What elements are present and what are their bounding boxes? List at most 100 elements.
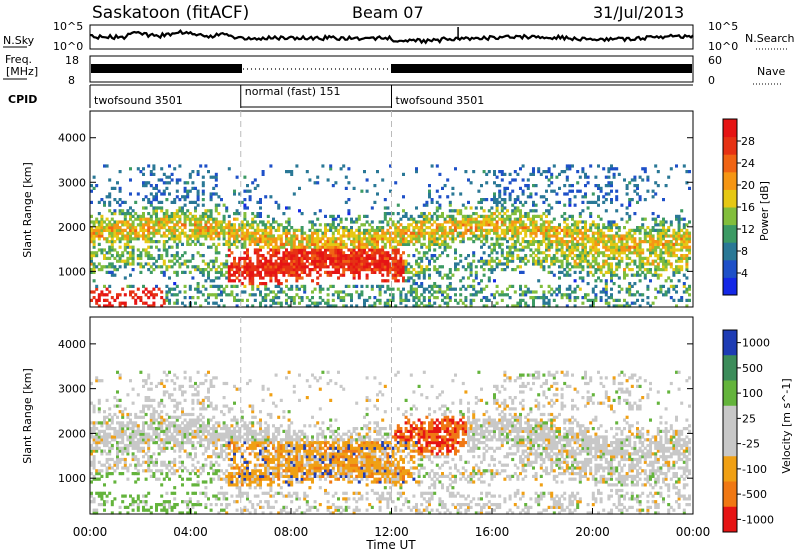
power-cell — [399, 296, 403, 300]
power-cell — [568, 284, 572, 288]
power-cell — [417, 240, 421, 244]
power-cell — [175, 259, 179, 263]
power-cell — [110, 254, 114, 258]
power-cell — [404, 242, 408, 246]
power-cell — [625, 206, 629, 210]
power-cell — [607, 248, 611, 252]
power-cell — [625, 234, 629, 238]
power-cell — [402, 262, 405, 266]
power-cell — [487, 170, 491, 174]
power-cell — [633, 262, 637, 266]
power-cell — [493, 192, 496, 196]
power-cell — [259, 198, 262, 202]
power-cell — [246, 189, 249, 193]
velocity-cell — [149, 424, 153, 428]
power-cell — [227, 276, 231, 280]
power-cell — [428, 259, 431, 263]
velocity-cell — [103, 508, 106, 512]
power-cell — [204, 212, 208, 216]
velocity-cell — [129, 432, 132, 436]
power-cell — [430, 304, 434, 308]
power-cell — [157, 248, 161, 252]
power-cell — [118, 293, 122, 297]
power-cell — [404, 279, 408, 283]
power-cell — [355, 284, 359, 288]
power-cell — [438, 228, 442, 232]
velocity-cell — [126, 421, 130, 425]
power-cell — [243, 284, 247, 288]
power-cell — [337, 254, 340, 258]
power-cell — [295, 273, 299, 277]
power-cell — [503, 231, 507, 235]
power-cell — [607, 223, 611, 227]
power-cell — [620, 251, 624, 255]
velocity-cell — [118, 435, 122, 439]
power-cell — [610, 184, 613, 188]
power-cell — [326, 242, 330, 246]
power-cell — [272, 265, 275, 269]
power-cell — [100, 198, 104, 202]
power-cell — [227, 254, 231, 258]
power-cell — [217, 223, 221, 227]
power-cell — [329, 248, 333, 252]
power-cell — [300, 296, 304, 300]
power-cell — [654, 220, 658, 224]
power-cell — [347, 167, 351, 171]
power-cell — [555, 192, 559, 196]
power-cell — [490, 268, 494, 272]
velocity-cell — [147, 432, 151, 436]
power-cell — [321, 242, 325, 246]
power-cell — [688, 245, 691, 249]
power-cell — [233, 189, 236, 193]
power-cell — [383, 242, 387, 246]
power-cell — [610, 189, 613, 193]
power-cell — [542, 268, 546, 272]
power-cell — [321, 245, 325, 249]
power-cell — [537, 228, 541, 232]
power-cell — [656, 290, 660, 294]
power-cell — [355, 240, 359, 244]
velocity-cell — [90, 427, 93, 431]
power-cell — [152, 220, 156, 224]
velocity-cell — [121, 435, 125, 439]
power-cell — [279, 245, 283, 249]
power-cell — [292, 301, 296, 305]
power-cell — [680, 256, 684, 260]
power-cell — [594, 256, 598, 260]
power-cell — [300, 265, 304, 269]
power-cell — [454, 293, 457, 297]
power-cell — [651, 248, 655, 252]
power-cell — [196, 240, 200, 244]
power-cell — [654, 223, 658, 227]
power-cell — [612, 298, 616, 302]
velocity-cell — [160, 463, 164, 467]
power-cell — [459, 287, 463, 291]
power-cell — [415, 234, 418, 238]
power-cell — [602, 226, 606, 230]
power-cell — [201, 284, 205, 288]
power-cell — [175, 242, 179, 246]
power-cell — [316, 217, 320, 221]
power-cell — [292, 248, 296, 252]
power-cell — [389, 237, 392, 241]
power-cell — [152, 209, 156, 213]
power-cell — [103, 284, 106, 288]
power-cell — [555, 248, 559, 252]
freq-band-left — [91, 64, 242, 73]
power-cell — [667, 240, 671, 244]
power-cell — [441, 214, 444, 218]
power-cell — [581, 200, 585, 204]
power-cell — [399, 231, 403, 235]
power-cell — [118, 304, 122, 308]
power-cell — [342, 164, 346, 168]
velocity-cell — [162, 384, 166, 388]
velocity-cell — [149, 398, 153, 402]
power-cell — [355, 251, 359, 255]
power-cell — [599, 270, 603, 274]
power-cell — [422, 231, 426, 235]
power-cell — [383, 254, 387, 258]
power-cell — [144, 234, 148, 238]
power-cell — [311, 223, 314, 227]
power-cell — [256, 223, 260, 227]
power-cell — [97, 223, 101, 227]
